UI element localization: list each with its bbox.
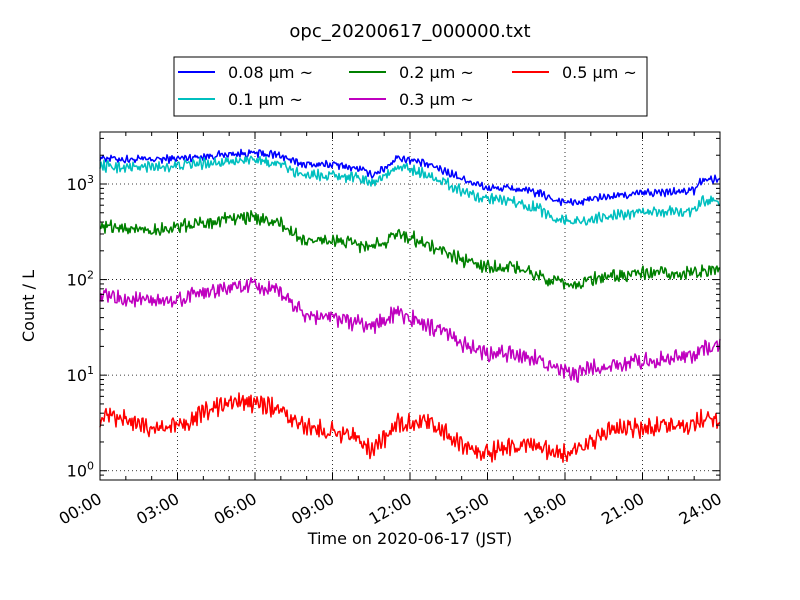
x-axis-label: Time on 2020-06-17 (JST) xyxy=(307,529,512,548)
y-tick-label: 101 xyxy=(67,364,94,385)
series-line xyxy=(99,210,721,290)
series-group xyxy=(99,148,721,463)
series-line xyxy=(99,155,721,226)
y-tick-label: 103 xyxy=(67,173,94,194)
y-axis: 100 101 102 103 xyxy=(67,137,720,481)
legend-label: 0.1 μm ~ xyxy=(228,90,303,109)
series-line xyxy=(99,277,721,383)
y-tick-label: 100 xyxy=(67,460,94,481)
chart-title: opc_20200617_000000.txt xyxy=(289,21,530,42)
legend-label: 0.3 μm ~ xyxy=(399,90,474,109)
y-tick-label: 102 xyxy=(67,269,94,290)
legend-label: 0.2 μm ~ xyxy=(399,63,474,82)
legend-box xyxy=(173,56,648,117)
legend: 0.08 μm ~ 0.1 μm ~ 0.2 μm ~ 0.3 μm ~ 0.5 μm … xyxy=(173,56,648,117)
legend-label: 0.08 μm ~ xyxy=(228,63,313,82)
series-line xyxy=(99,392,721,463)
y-axis-label: Count / L xyxy=(19,270,38,342)
legend-label: 0.5 μm ~ xyxy=(562,63,637,82)
